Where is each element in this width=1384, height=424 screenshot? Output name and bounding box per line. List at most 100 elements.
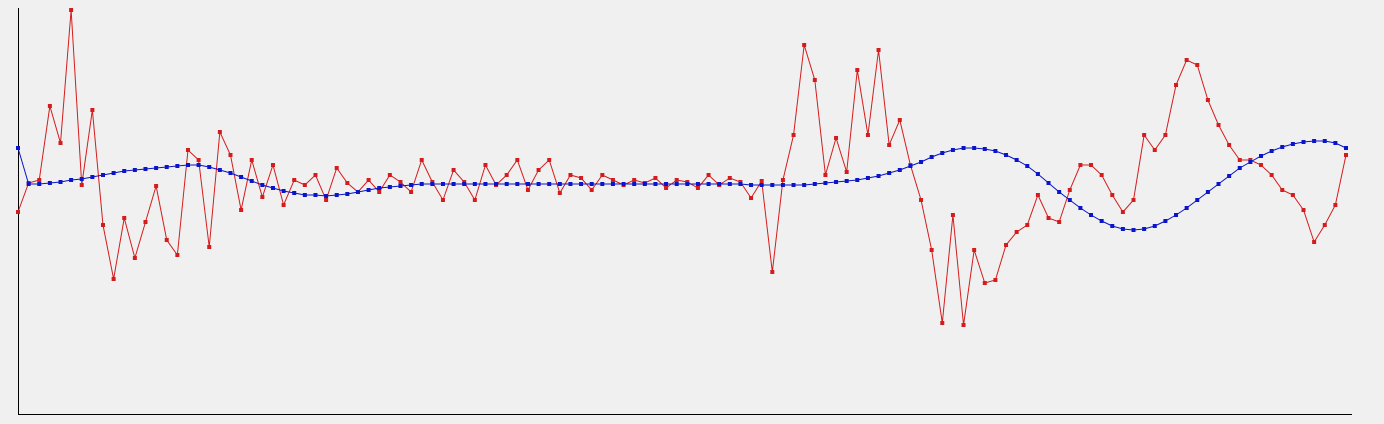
data-point	[706, 173, 711, 177]
data-point	[292, 178, 297, 182]
data-point	[972, 146, 977, 150]
data-point	[440, 198, 445, 202]
data-point	[175, 253, 180, 257]
data-point	[1067, 188, 1072, 192]
data-point	[185, 148, 190, 152]
data-point	[1035, 193, 1040, 197]
data-point	[653, 176, 658, 180]
data-point	[802, 43, 807, 47]
data-point	[1312, 139, 1317, 143]
data-point	[100, 223, 105, 227]
data-point	[1344, 146, 1348, 150]
data-point	[780, 183, 785, 187]
data-point	[1290, 193, 1295, 197]
data-point	[525, 188, 530, 192]
data-point	[515, 158, 520, 162]
data-point	[409, 183, 414, 187]
data-point	[1269, 149, 1274, 153]
data-point	[961, 146, 966, 150]
data-point	[547, 158, 552, 162]
data-point	[451, 182, 456, 186]
data-point	[239, 208, 244, 212]
data-point	[207, 165, 212, 169]
data-point	[972, 248, 977, 252]
data-point	[950, 213, 955, 217]
data-point	[844, 179, 849, 183]
data-point	[1025, 164, 1030, 168]
data-point	[1312, 240, 1317, 244]
data-point	[791, 133, 796, 137]
data-point	[377, 190, 382, 194]
data-point	[345, 192, 350, 196]
data-point	[706, 182, 711, 186]
data-point	[940, 151, 945, 155]
data-point	[1322, 139, 1327, 143]
data-point	[1174, 213, 1179, 217]
data-point	[1110, 193, 1115, 197]
data-point	[366, 178, 371, 182]
data-point	[228, 153, 233, 157]
data-point	[674, 182, 679, 186]
data-point	[1014, 158, 1019, 162]
data-point	[79, 177, 84, 181]
data-point	[154, 184, 159, 188]
data-point	[929, 155, 934, 159]
data-point	[1046, 216, 1051, 220]
data-point	[1004, 243, 1009, 247]
data-point	[919, 160, 924, 164]
data-point	[313, 173, 318, 177]
data-point	[812, 78, 817, 82]
data-point	[217, 130, 222, 134]
data-point	[547, 182, 552, 186]
data-point	[260, 183, 265, 187]
data-point	[122, 216, 127, 220]
data-point	[1248, 160, 1253, 164]
data-point	[355, 190, 360, 194]
data-point	[749, 183, 754, 187]
data-point	[653, 182, 658, 186]
series-line	[17, 140, 1347, 231]
data-point	[1142, 227, 1147, 231]
data-point	[1280, 145, 1285, 149]
data-point	[1322, 223, 1327, 227]
data-point	[1004, 153, 1009, 157]
data-point	[717, 182, 722, 186]
data-point	[876, 48, 881, 52]
data-point	[993, 149, 998, 153]
data-point	[47, 104, 52, 108]
data-point	[58, 141, 63, 145]
data-point	[1110, 224, 1115, 228]
data-point	[865, 176, 870, 180]
data-point	[600, 173, 605, 177]
data-point	[207, 245, 212, 249]
data-point	[472, 198, 477, 202]
data-point	[270, 163, 275, 167]
data-point	[738, 182, 743, 186]
data-point	[324, 198, 329, 202]
data-point	[1333, 203, 1338, 207]
data-point	[1078, 206, 1083, 210]
data-point	[260, 195, 265, 199]
data-point	[1259, 163, 1264, 167]
data-point	[802, 183, 807, 187]
data-point	[525, 182, 530, 186]
data-point	[865, 133, 870, 137]
data-point	[185, 163, 190, 167]
data-point	[1120, 210, 1125, 214]
data-point	[940, 321, 945, 325]
data-point	[494, 182, 499, 186]
data-point	[664, 182, 669, 186]
data-point	[589, 188, 594, 192]
data-point	[196, 163, 201, 167]
data-point	[823, 181, 828, 185]
data-point	[664, 186, 669, 190]
data-point	[164, 165, 169, 169]
data-point	[302, 193, 307, 197]
data-point	[1227, 143, 1232, 147]
data-point	[610, 182, 615, 186]
data-point	[451, 168, 456, 172]
data-point	[398, 180, 403, 184]
data-point	[695, 186, 700, 190]
data-point	[1152, 148, 1157, 152]
data-point	[90, 175, 95, 179]
